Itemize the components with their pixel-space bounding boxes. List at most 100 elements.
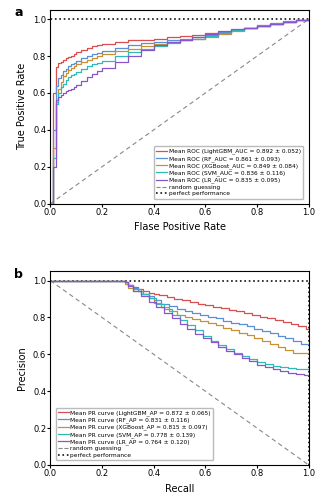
Text: b: b <box>14 268 23 280</box>
Mean ROC (LightGBM_AUC = 0.892 ± 0.052) <box>113 41 117 47</box>
perfect performance <box>49 16 52 22</box>
Mean PR curve (SVM_AP = 0.778 ± 0.139) <box>49 278 52 283</box>
Mean PR curve (SVM_AP = 0.778 ± 0.139) <box>154 295 158 301</box>
Mean ROC (XGBoost_AUC = 0.849 ± 0.084) <box>72 65 76 71</box>
Line: Mean PR curve (XGBoost_AP = 0.815 ± 0.097): Mean PR curve (XGBoost_AP = 0.815 ± 0.09… <box>50 280 309 353</box>
perfect performance <box>307 16 311 22</box>
Mean ROC (LR_AUC = 0.835 ± 0.095) <box>72 86 76 92</box>
Line: Mean PR curve (LR_AP = 0.764 ± 0.120): Mean PR curve (LR_AP = 0.764 ± 0.120) <box>50 280 309 375</box>
Mean PR curve (SVM_AP = 0.778 ± 0.139) <box>139 290 143 296</box>
Mean PR curve (RF_AP = 0.831 ± 0.116) <box>245 322 249 328</box>
Mean ROC (XGBoost_AUC = 0.849 ± 0.084) <box>307 16 311 22</box>
Mean ROC (LightGBM_AUC = 0.892 ± 0.052) <box>307 17 311 23</box>
perfect performance <box>307 462 311 468</box>
Mean PR curve (LR_AP = 0.764 ± 0.120) <box>307 372 311 378</box>
Mean PR curve (XGBoost_AP = 0.815 ± 0.097) <box>126 285 130 291</box>
Mean ROC (LR_AUC = 0.835 ± 0.095) <box>307 17 311 23</box>
Line: perfect performance: perfect performance <box>50 19 309 204</box>
Mean ROC (RF_AUC = 0.861 ± 0.093) <box>100 50 104 56</box>
Mean ROC (SVM_AUC = 0.836 ± 0.116) <box>191 38 194 44</box>
Mean ROC (LightGBM_AUC = 0.892 ± 0.052) <box>307 16 311 22</box>
Mean PR curve (RF_AP = 0.831 ± 0.116) <box>183 308 186 314</box>
Mean PR curve (XGBoost_AP = 0.815 ± 0.097) <box>307 350 311 356</box>
Mean ROC (LR_AUC = 0.835 ± 0.095) <box>113 65 117 71</box>
Line: perfect performance: perfect performance <box>50 280 309 465</box>
Mean ROC (LR_AUC = 0.835 ± 0.095) <box>49 200 52 206</box>
Line: Mean ROC (RF_AUC = 0.861 ± 0.093): Mean ROC (RF_AUC = 0.861 ± 0.093) <box>50 19 309 204</box>
Mean PR curve (LightGBM_AP = 0.872 ± 0.065) <box>49 278 52 283</box>
Mean ROC (RF_AUC = 0.861 ± 0.093) <box>49 200 52 206</box>
Mean ROC (LightGBM_AUC = 0.892 ± 0.052) <box>191 33 194 39</box>
Mean ROC (XGBoost_AUC = 0.849 ± 0.084) <box>307 17 311 23</box>
Mean ROC (RF_AUC = 0.861 ± 0.093) <box>72 62 76 68</box>
Mean PR curve (RF_AP = 0.831 ± 0.116) <box>49 278 52 283</box>
Mean ROC (SVM_AUC = 0.836 ± 0.116) <box>113 58 117 64</box>
Mean ROC (XGBoost_AUC = 0.849 ± 0.084) <box>49 200 52 206</box>
Mean ROC (RF_AUC = 0.861 ± 0.093) <box>307 16 311 22</box>
Mean PR curve (LR_AP = 0.764 ± 0.120) <box>307 372 311 378</box>
Mean PR curve (LR_AP = 0.764 ± 0.120) <box>139 294 143 300</box>
Mean ROC (RF_AUC = 0.861 ± 0.093) <box>307 17 311 23</box>
Mean ROC (SVM_AUC = 0.836 ± 0.116) <box>74 70 78 76</box>
Mean PR curve (LR_AP = 0.764 ± 0.120) <box>49 278 52 283</box>
Mean PR curve (LightGBM_AP = 0.872 ± 0.065) <box>121 278 125 283</box>
Mean PR curve (XGBoost_AP = 0.815 ± 0.097) <box>175 312 179 318</box>
Mean PR curve (RF_AP = 0.831 ± 0.116) <box>123 278 127 283</box>
perfect performance <box>49 200 52 206</box>
Mean ROC (RF_AUC = 0.861 ± 0.093) <box>191 36 194 42</box>
X-axis label: Recall: Recall <box>165 484 194 494</box>
Mean PR curve (RF_AP = 0.831 ± 0.116) <box>237 322 241 328</box>
Mean ROC (XGBoost_AUC = 0.849 ± 0.084) <box>74 63 78 69</box>
Mean PR curve (RF_AP = 0.831 ± 0.116) <box>307 343 311 349</box>
Mean ROC (LightGBM_AUC = 0.892 ± 0.052) <box>72 53 76 59</box>
Mean PR curve (LR_AP = 0.764 ± 0.120) <box>154 299 158 305</box>
X-axis label: Flase Positive Rate: Flase Positive Rate <box>134 222 226 232</box>
Mean PR curve (SVM_AP = 0.778 ± 0.139) <box>307 366 311 372</box>
Mean PR curve (RF_AP = 0.831 ± 0.116) <box>121 278 125 283</box>
Y-axis label: Precision: Precision <box>17 346 27 390</box>
Mean PR curve (SVM_AP = 0.778 ± 0.139) <box>307 367 311 373</box>
Line: Mean PR curve (LightGBM_AP = 0.872 ± 0.065): Mean PR curve (LightGBM_AP = 0.872 ± 0.0… <box>50 280 309 330</box>
Line: Mean ROC (LR_AUC = 0.835 ± 0.095): Mean ROC (LR_AUC = 0.835 ± 0.095) <box>50 19 309 204</box>
Mean PR curve (SVM_AP = 0.778 ± 0.139) <box>178 317 181 323</box>
Mean PR curve (SVM_AP = 0.778 ± 0.139) <box>126 282 130 288</box>
Mean ROC (XGBoost_AUC = 0.849 ± 0.084) <box>191 38 194 44</box>
Mean PR curve (LR_AP = 0.764 ± 0.120) <box>178 321 181 327</box>
perfect performance <box>49 278 52 283</box>
Mean ROC (RF_AUC = 0.861 ± 0.093) <box>74 60 78 66</box>
Mean PR curve (XGBoost_AP = 0.815 ± 0.097) <box>284 348 287 354</box>
Mean ROC (SVM_AUC = 0.836 ± 0.116) <box>307 17 311 23</box>
Mean ROC (LR_AUC = 0.835 ± 0.095) <box>100 68 104 74</box>
Mean PR curve (LightGBM_AP = 0.872 ± 0.065) <box>152 290 156 296</box>
Mean ROC (LR_AUC = 0.835 ± 0.095) <box>307 16 311 22</box>
Mean PR curve (XGBoost_AP = 0.815 ± 0.097) <box>307 350 311 356</box>
Mean ROC (LightGBM_AUC = 0.892 ± 0.052) <box>74 52 78 58</box>
Mean PR curve (RF_AP = 0.831 ± 0.116) <box>152 294 156 300</box>
Mean PR curve (LR_AP = 0.764 ± 0.120) <box>126 283 130 289</box>
Mean ROC (LR_AUC = 0.835 ± 0.095) <box>74 84 78 90</box>
Mean PR curve (LightGBM_AP = 0.872 ± 0.065) <box>126 282 130 288</box>
Legend: Mean ROC (LightGBM_AUC = 0.892 ± 0.052), Mean ROC (RF_AUC = 0.861 ± 0.093), Mean: Mean ROC (LightGBM_AUC = 0.892 ± 0.052),… <box>154 146 303 199</box>
Mean ROC (SVM_AUC = 0.836 ± 0.116) <box>100 60 104 66</box>
Line: Mean ROC (SVM_AUC = 0.836 ± 0.116): Mean ROC (SVM_AUC = 0.836 ± 0.116) <box>50 19 309 204</box>
Mean PR curve (LightGBM_AP = 0.872 ± 0.065) <box>203 302 207 308</box>
Mean ROC (XGBoost_AUC = 0.849 ± 0.084) <box>113 52 117 58</box>
Mean PR curve (SVM_AP = 0.778 ± 0.139) <box>286 365 290 371</box>
Line: Mean ROC (XGBoost_AUC = 0.849 ± 0.084): Mean ROC (XGBoost_AUC = 0.849 ± 0.084) <box>50 19 309 204</box>
Mean ROC (SVM_AUC = 0.836 ± 0.116) <box>307 16 311 22</box>
Mean PR curve (XGBoost_AP = 0.815 ± 0.097) <box>49 278 52 283</box>
Mean PR curve (LightGBM_AP = 0.872 ± 0.065) <box>307 326 311 332</box>
Mean ROC (LightGBM_AUC = 0.892 ± 0.052) <box>100 42 104 48</box>
Mean PR curve (XGBoost_AP = 0.815 ± 0.097) <box>152 295 156 301</box>
Mean ROC (LR_AUC = 0.835 ± 0.095) <box>191 36 194 43</box>
perfect performance <box>307 278 311 283</box>
Mean PR curve (LR_AP = 0.764 ± 0.120) <box>286 370 290 376</box>
Mean ROC (SVM_AUC = 0.836 ± 0.116) <box>49 200 52 206</box>
Mean ROC (RF_AUC = 0.861 ± 0.093) <box>113 48 117 54</box>
Line: Mean ROC (LightGBM_AUC = 0.892 ± 0.052): Mean ROC (LightGBM_AUC = 0.892 ± 0.052) <box>50 19 309 204</box>
Text: a: a <box>14 6 23 19</box>
Y-axis label: True Positive Rate: True Positive Rate <box>17 63 27 150</box>
Line: Mean PR curve (SVM_AP = 0.778 ± 0.139): Mean PR curve (SVM_AP = 0.778 ± 0.139) <box>50 280 309 370</box>
Mean PR curve (LightGBM_AP = 0.872 ± 0.065) <box>250 312 254 318</box>
Legend: Mean PR curve (LightGBM_AP = 0.872 ± 0.065), Mean PR curve (RF_AP = 0.831 ± 0.11: Mean PR curve (LightGBM_AP = 0.872 ± 0.0… <box>56 408 214 460</box>
